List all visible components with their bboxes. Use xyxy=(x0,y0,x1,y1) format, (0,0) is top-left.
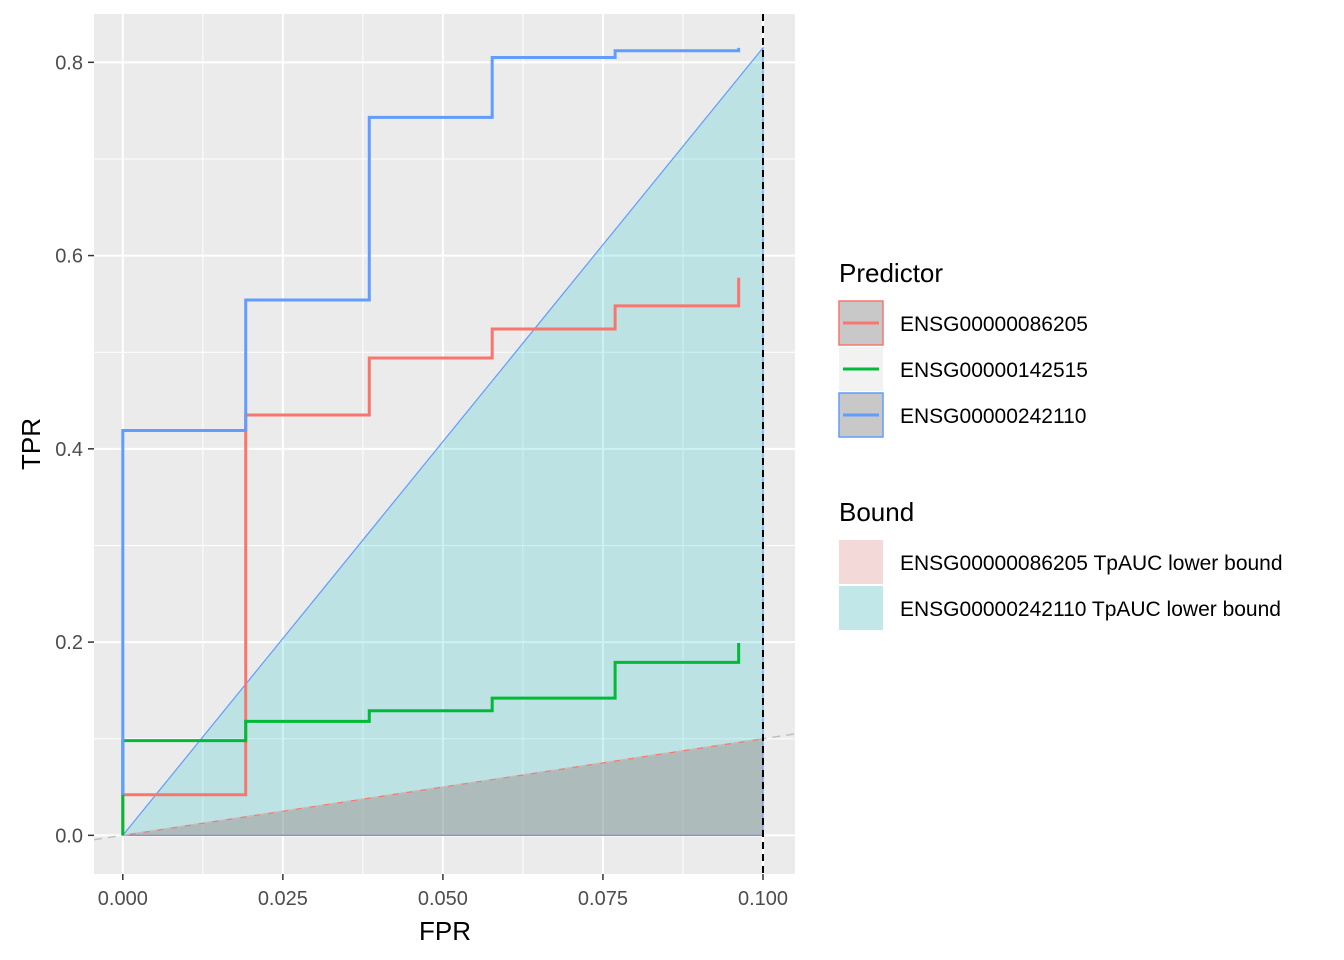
legend-bound-key-1 xyxy=(839,586,883,630)
legend-title-bound: Bound xyxy=(839,497,914,527)
y-tick-label: 0.0 xyxy=(55,825,83,847)
legend-bound-bg-0 xyxy=(839,540,883,584)
legend-bound-items: ENSG00000086205 TpAUC lower bound ENSG000… xyxy=(839,540,1283,630)
legend-label-predictor: ENSG00000086205 xyxy=(900,313,1088,336)
reference-line-layer xyxy=(93,733,796,841)
x-axis-ticks: 0.000 0.025 0.050 0.075 0.100 xyxy=(98,874,788,910)
y-tick-label: 0.8 xyxy=(55,52,83,74)
series-line-0 xyxy=(121,277,741,836)
legend-predictor-items: ENSG00000086205 ENSG00000142515 ENSG000002… xyxy=(838,300,1088,438)
grid-minor xyxy=(94,14,795,874)
y-tick-label: 0.4 xyxy=(55,439,83,461)
x-tick-label: 0.100 xyxy=(738,888,788,910)
y-axis-ticks: 0.0 0.2 0.4 0.6 0.8 xyxy=(55,52,94,847)
legend-label-bound: ENSG00000086205 TpAUC lower bound xyxy=(900,552,1283,575)
x-tick-label: 0.000 xyxy=(98,888,148,910)
legend-title-predictor: Predictor xyxy=(839,258,943,288)
legend-label-bound: ENSG00000242110 TpAUC lower bound xyxy=(900,598,1281,621)
bounds-layer xyxy=(121,46,764,836)
series-layer xyxy=(121,47,741,836)
reference-diagonal xyxy=(93,733,796,841)
legend-bound-key-0 xyxy=(839,540,883,584)
bound-outline-1 xyxy=(121,46,764,836)
x-axis-title: FPR xyxy=(419,916,471,946)
x-tick-label: 0.025 xyxy=(258,888,308,910)
plot-panel xyxy=(94,14,795,874)
series-line-2 xyxy=(121,47,741,795)
series-line-1 xyxy=(121,643,741,836)
y-axis-title: TPR xyxy=(16,418,46,470)
x-tick-label: 0.075 xyxy=(578,888,628,910)
legend-label-predictor: ENSG00000242110 xyxy=(900,405,1086,428)
y-tick-label: 0.6 xyxy=(55,246,83,268)
y-tick-label: 0.2 xyxy=(55,632,83,654)
legend-label-predictor: ENSG00000142515 xyxy=(900,359,1088,382)
legend-bound-bg-1 xyxy=(839,586,883,630)
legend: Predictor ENSG00000086205 ENSG00000142515… xyxy=(838,258,1283,630)
x-tick-label: 0.050 xyxy=(418,888,468,910)
